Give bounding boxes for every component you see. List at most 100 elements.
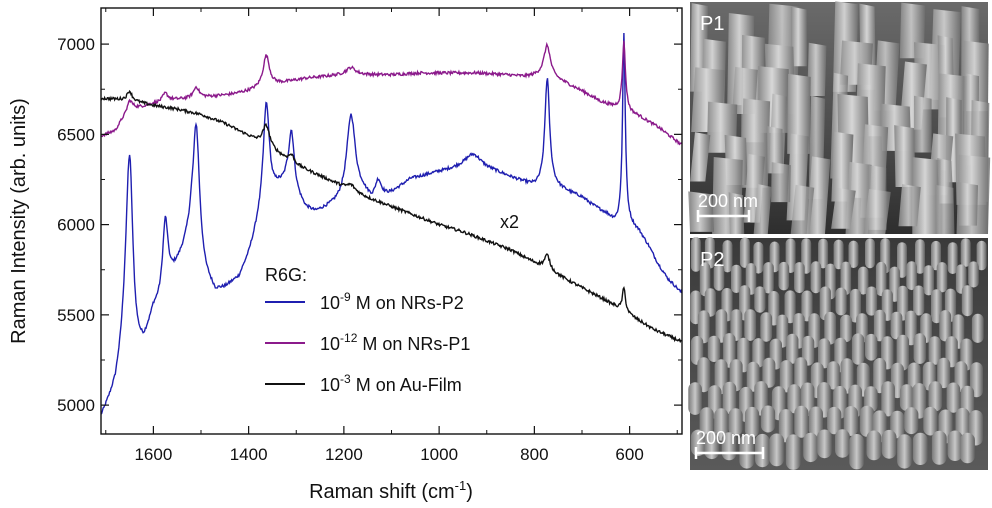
scale-annotation-x2: x2 [500,212,519,232]
sem-p2-scale-text: 200 nm [696,428,756,448]
nanorod [752,338,765,368]
y-tick-label-7000: 7000 [57,35,95,54]
nanorod [723,333,736,368]
nanorod [937,357,951,389]
sem-p1-label: P1 [700,13,724,35]
nanorod [794,357,808,390]
y-axis-title: Raman Intensity (arb. units) [8,98,30,344]
nanorod [958,182,979,226]
nanorod [699,262,711,297]
nanorod [824,311,837,345]
nanorod [835,429,850,458]
nanorod [753,183,772,234]
y-tick-label-5000: 5000 [57,396,95,415]
nanorod [849,434,865,470]
nanorod [801,290,813,322]
nanorod [817,429,832,459]
nanorod [866,430,882,461]
nanorod [898,184,921,227]
legend-label-p2-sup: -9 [340,290,351,304]
nanorod [875,261,887,297]
nanorod [923,265,934,296]
nanorod [818,238,829,269]
nanorod [784,290,796,324]
sem-p2-nanorods [688,237,987,470]
nanorod [810,261,822,294]
nanorod [786,333,799,364]
nanorod [801,335,815,366]
nanorod [826,361,840,390]
x-axis-title-main: Raman shift (cm [309,481,455,503]
nanorod [912,432,928,465]
nanorod [863,188,891,234]
legend-label-p2-base: 10 [320,293,340,313]
nanorod [936,262,948,293]
nanorod [881,429,897,459]
nanorod [840,261,852,295]
raman-spectrum-chart: 1600 1400 1200 1000 800 600 5000 5500 6000 6500 70… [8,7,683,503]
nanorod [730,309,743,341]
x-tick-label-1600: 1600 [134,445,172,464]
ticks-layer: 1600 1400 1200 1000 800 600 5000 5500 6000 6500 70… [57,8,682,464]
nanorod [827,406,842,435]
nanorod [939,310,952,342]
nanorod [914,95,932,153]
nanorod [704,237,715,269]
sem-p2-label: P2 [700,249,724,271]
nanorod [906,261,917,291]
nanorod [760,405,776,433]
nanorod [947,430,963,461]
y-tick-label-6000: 6000 [57,216,95,235]
nanorod [785,434,801,470]
nanorod [897,242,907,278]
nanorod [896,334,909,371]
plot-frame [100,7,683,435]
series-line-1 [101,32,682,415]
series-layer [101,32,682,415]
nanorod [697,357,711,393]
nanorod [873,309,886,342]
legend-label-au-base: 10 [320,375,340,395]
nanorod [945,336,958,368]
nanorod [776,314,789,348]
nanorod [690,132,711,182]
nanorod [753,241,764,274]
y-tick-label-5500: 5500 [57,306,95,325]
nanorod [760,312,773,342]
nanorod [739,434,755,469]
nanorod [806,156,831,234]
legend-entry-p1: 10-12 M on NRs-P1 [265,331,470,354]
nanorod [779,360,793,393]
legend-label-p1-base: 10 [320,334,340,354]
nanorod [904,407,919,435]
nanorod [931,430,947,465]
nanorod [961,285,973,317]
nanorod [835,287,847,316]
nanorod [840,358,854,394]
nanorod [905,310,917,346]
nanorod [690,237,701,272]
nanorod [819,286,831,321]
nanorod [791,6,807,67]
nanorod [808,406,823,437]
nanorod [890,311,903,340]
nanorod [931,240,941,271]
nanorod [931,289,943,324]
nanorod [722,381,737,414]
nanorod [722,240,733,273]
nanorod [865,286,878,316]
x-tick-label-800: 800 [520,445,548,464]
legend-entry-au: 10-3 M on Au-Film [265,372,462,395]
legend-label-p1-rest: M on NRs-P1 [357,334,470,354]
x-axis-title-close: ) [466,481,473,503]
nanorod [960,432,975,464]
nanorod [707,335,721,362]
nanorod [968,261,979,288]
legend-label-au: 10-3 M on Au-Film [320,372,462,395]
nanorod [848,240,859,268]
nanorod [778,261,790,291]
x-axis-title: Raman shift (cm-1) [309,478,473,503]
nanorod [859,405,875,437]
nanorod [818,338,831,369]
nanorod [955,264,967,294]
